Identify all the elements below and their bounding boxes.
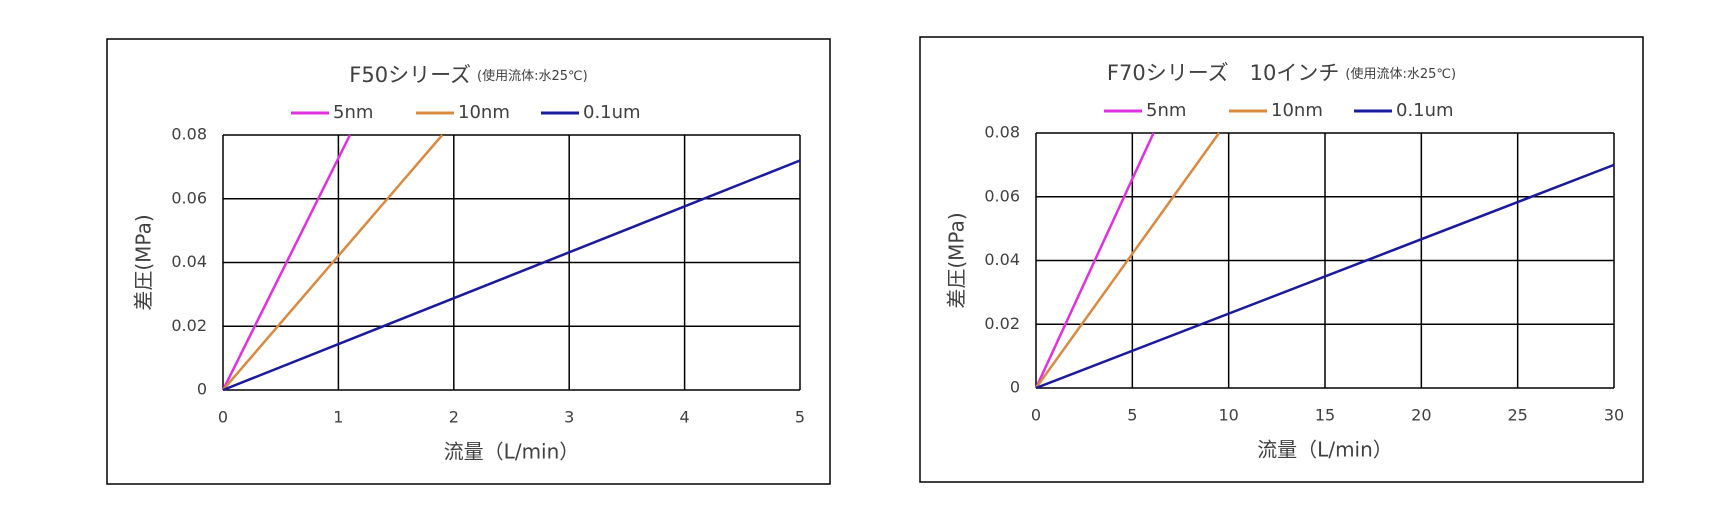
x-tick-label: 10 <box>1218 406 1238 425</box>
legend-label: 10nm <box>458 102 510 123</box>
x-tick-label: 30 <box>1604 406 1624 425</box>
x-tick-label: 2 <box>449 408 459 427</box>
subtitle-text: (使用流体:水25℃) <box>1345 66 1456 82</box>
y-axis-label: 差圧(MPa) <box>945 212 969 308</box>
x-tick-label: 1 <box>333 408 343 427</box>
chart-frame <box>919 36 1644 483</box>
x-tick-label: 5 <box>1127 406 1137 425</box>
y-tick-label: 0.08 <box>171 125 207 144</box>
legend-label: 0.1um <box>1396 100 1454 121</box>
legend-label: 0.1um <box>583 102 641 123</box>
subtitle-text: (使用流体:水25℃) <box>477 68 588 84</box>
y-axis-label: 差圧(MPa) <box>132 214 156 310</box>
x-axis-label: 流量（L/min） <box>1257 438 1393 462</box>
legend-label: 5nm <box>1146 100 1186 121</box>
y-tick-label: 0.04 <box>171 252 207 271</box>
title-text: F50シリーズ <box>349 63 471 87</box>
x-tick-label: 20 <box>1411 406 1431 425</box>
y-tick-label: 0.04 <box>984 250 1020 269</box>
chart-frame <box>106 38 831 485</box>
y-tick-label: 0.02 <box>171 316 207 335</box>
data-line <box>1034 132 1221 389</box>
data-line <box>222 159 801 392</box>
data-line <box>1034 132 1155 389</box>
y-tick-label: 0.08 <box>984 123 1020 142</box>
x-tick-label: 15 <box>1315 406 1335 425</box>
chart-title: F50シリーズ (使用流体:水25℃) <box>349 63 587 87</box>
data-line <box>1035 163 1615 390</box>
x-tick-label: 4 <box>680 408 690 427</box>
legend-label: 10nm <box>1271 100 1323 121</box>
y-tick-label: 0.02 <box>984 314 1020 333</box>
y-tick-label: 0.06 <box>171 188 207 207</box>
y-tick-label: 0 <box>197 380 207 399</box>
y-tick-label: 0.06 <box>984 186 1020 205</box>
x-tick-label: 5 <box>795 408 805 427</box>
x-tick-label: 25 <box>1507 406 1527 425</box>
x-axis-label: 流量（L/min） <box>444 440 580 464</box>
data-line <box>222 134 444 391</box>
legend-label: 5nm <box>333 102 373 123</box>
x-tick-label: 0 <box>1031 406 1041 425</box>
data-line <box>221 134 352 391</box>
y-tick-label: 0 <box>1010 378 1020 397</box>
chart-title: F70シリーズ 10インチ (使用流体:水25℃) <box>1107 61 1456 85</box>
x-tick-label: 3 <box>564 408 574 427</box>
title-text: F70シリーズ 10インチ <box>1107 61 1339 85</box>
x-tick-label: 0 <box>218 408 228 427</box>
